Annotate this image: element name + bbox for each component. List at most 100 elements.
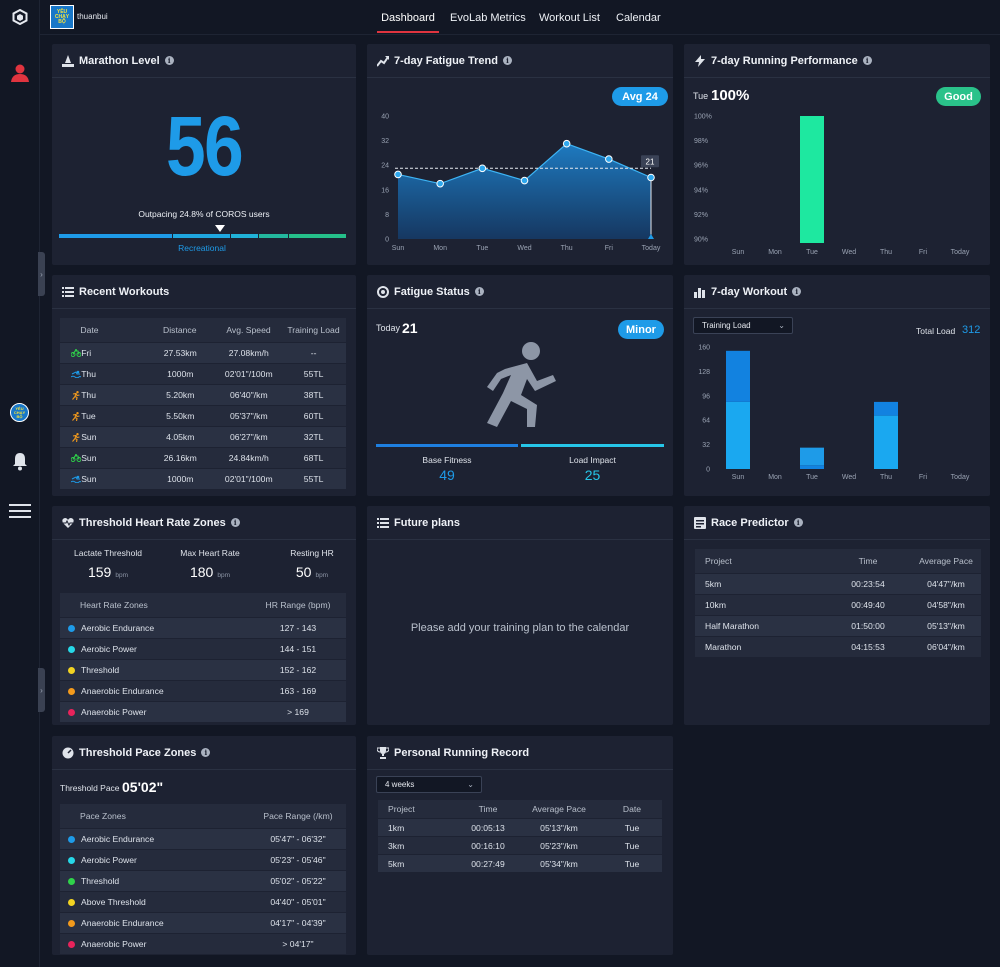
table-cell: 06'40"/km <box>229 390 268 400</box>
load-impact-label: Load Impact <box>569 455 616 465</box>
x-tick-label: Thu <box>561 245 573 252</box>
total-load-label: Total Load <box>916 326 956 336</box>
list-icon <box>61 285 74 298</box>
tab-label: EvoLab Metrics <box>450 11 526 24</box>
table-cell: 05'13"/km <box>540 822 578 833</box>
coros-logo-icon[interactable] <box>12 8 28 26</box>
bell-icon[interactable] <box>11 451 29 471</box>
username[interactable]: thuanbui <box>77 12 108 21</box>
y-tick-label: 64 <box>702 418 710 425</box>
tab-workout-list[interactable]: Workout List <box>539 0 600 35</box>
workout-bar-segment[interactable] <box>726 401 750 469</box>
user-logo[interactable]: YÊU CHẠY BỘ <box>50 5 74 29</box>
good-badge: Good <box>936 87 981 106</box>
run-icon <box>60 432 81 442</box>
outpacing-text: Outpacing 24.8% of COROS users <box>138 209 270 219</box>
data-point[interactable] <box>478 164 487 173</box>
table-row[interactable]: Thu 5.20km 06'40"/km 38TL <box>60 384 346 405</box>
column-header: Time <box>858 556 878 566</box>
info-icon[interactable]: i <box>164 56 174 65</box>
table-row[interactable]: Sun 4.05km 06'27"/km 32TL <box>60 426 346 447</box>
future-plans-card: Future plans Please add your training pl… <box>367 506 673 725</box>
collapse-handle-bottom[interactable]: › <box>38 668 45 712</box>
performance-bar[interactable] <box>800 116 824 243</box>
workout-bar-segment[interactable] <box>800 465 824 469</box>
seven-day-workout-card: 7-day Workout i Training Load ⌄ Total Lo… <box>684 275 990 496</box>
card-title: Marathon Level <box>79 54 160 67</box>
zone-label: Aerobic Endurance <box>81 623 155 633</box>
tab-evolab-metrics[interactable]: EvoLab Metrics <box>450 0 526 35</box>
zone-label: Anaerobic Power <box>81 939 147 949</box>
data-point[interactable] <box>562 139 571 148</box>
zone-name: Aerobic Endurance <box>60 623 250 633</box>
table-cell: 06'04"/km <box>927 642 965 652</box>
workout-bar-segment[interactable] <box>874 401 898 416</box>
data-point[interactable] <box>605 155 613 163</box>
table-cell: 02'01"/100m <box>224 474 273 484</box>
info-icon[interactable]: i <box>792 287 802 296</box>
fatigue-trend-chart: 0 8 16 24 32 40 21 Sun Mon Tue Wed Thu Fri Today <box>381 114 661 253</box>
recent-workouts-table: Date Distance Avg. Speed Training Load Fri 27… <box>60 318 346 489</box>
info-icon[interactable]: i <box>862 56 872 65</box>
metric-select[interactable]: Training Load ⌄ <box>693 317 793 334</box>
bolt-icon <box>693 54 706 67</box>
zone-range: 05'02" - 05'22" <box>270 876 326 886</box>
info-icon[interactable]: i <box>474 287 484 296</box>
data-point[interactable] <box>520 176 529 185</box>
info-icon[interactable]: i <box>230 518 240 527</box>
threshold-hr-card: Threshold Heart Rate Zones i Lactate Thr… <box>52 506 356 725</box>
table-row[interactable]: Sun 26.16km 24.84km/h 68TL <box>60 447 346 468</box>
zone-row: Threshold 05'02" - 05'22" <box>60 870 346 891</box>
column-header: Project <box>705 556 732 566</box>
workout-bar-segment[interactable] <box>726 350 750 402</box>
table-cell: Tue <box>81 411 96 421</box>
table-row[interactable]: Thu 1000m 02'01"/100m 55TL <box>60 363 346 384</box>
minor-badge: Minor <box>618 320 664 339</box>
data-point[interactable] <box>436 179 444 188</box>
card-title: 7-day Fatigue Trend <box>394 54 498 67</box>
hr-stat-value: 50 bpm <box>262 564 362 580</box>
info-icon[interactable]: i <box>502 56 512 65</box>
zone-label: Threshold <box>81 876 120 886</box>
period-select[interactable]: 4 weeks ⌄ <box>376 776 482 793</box>
swim-icon <box>60 370 81 378</box>
unit: bpm <box>115 572 128 579</box>
data-point[interactable] <box>647 173 655 182</box>
table-row[interactable]: Tue 5.50km 05'37"/km 60TL <box>60 405 346 426</box>
menu-icon[interactable] <box>9 503 31 519</box>
zone-range: 163 - 169 <box>279 686 317 696</box>
zone-row: Anaerobic Power > 169 <box>60 701 346 722</box>
table-header: Project Time Average Pace <box>695 549 981 573</box>
info-icon[interactable]: i <box>793 518 803 527</box>
table-cell: 1000m <box>167 474 194 484</box>
table-cell: 5km <box>388 858 405 869</box>
table-row[interactable]: Fri 27.53km 27.08km/h -- <box>60 342 346 363</box>
today-marker <box>648 234 654 239</box>
race-predictor-card: Race Predictor i Project Time Average Pace… <box>684 506 990 725</box>
card-title: 7-day Workout <box>711 285 788 298</box>
table-cell: Sun <box>81 474 97 484</box>
data-point[interactable] <box>394 170 402 179</box>
card-title: Threshold Pace Zones <box>79 746 197 759</box>
workout-bar-segment[interactable] <box>800 447 824 466</box>
info-icon[interactable]: i <box>201 748 211 757</box>
tab-calendar[interactable]: Calendar <box>616 0 661 35</box>
predictor-icon <box>693 516 706 529</box>
table-cell: 04:15:53 <box>851 642 885 652</box>
workout-bar-segment[interactable] <box>874 415 898 469</box>
club-avatar[interactable]: YÊU CHẠY BỘ <box>10 403 29 422</box>
zone-row: Threshold 152 - 162 <box>60 659 346 680</box>
x-tick-label: Fri <box>605 245 614 252</box>
table-row: 5km 00:23:54 04'47"/km <box>695 573 981 594</box>
table-cell: 60TL <box>303 411 324 421</box>
table-row[interactable]: Sun 1000m 02'01"/100m 55TL <box>60 468 346 489</box>
y-tick-label: 100% <box>694 114 712 121</box>
card-header: Personal Running Record <box>367 736 673 770</box>
profile-icon[interactable] <box>10 63 30 83</box>
base-fitness-bar <box>376 444 518 447</box>
threshold-pace-label: Threshold Pace <box>60 783 120 793</box>
table-cell: 06'27"/km <box>229 432 268 442</box>
tab-dashboard[interactable]: Dashboard <box>377 0 439 35</box>
collapse-handle-top[interactable]: › <box>38 252 45 296</box>
x-tick-label: Tue <box>806 249 818 256</box>
